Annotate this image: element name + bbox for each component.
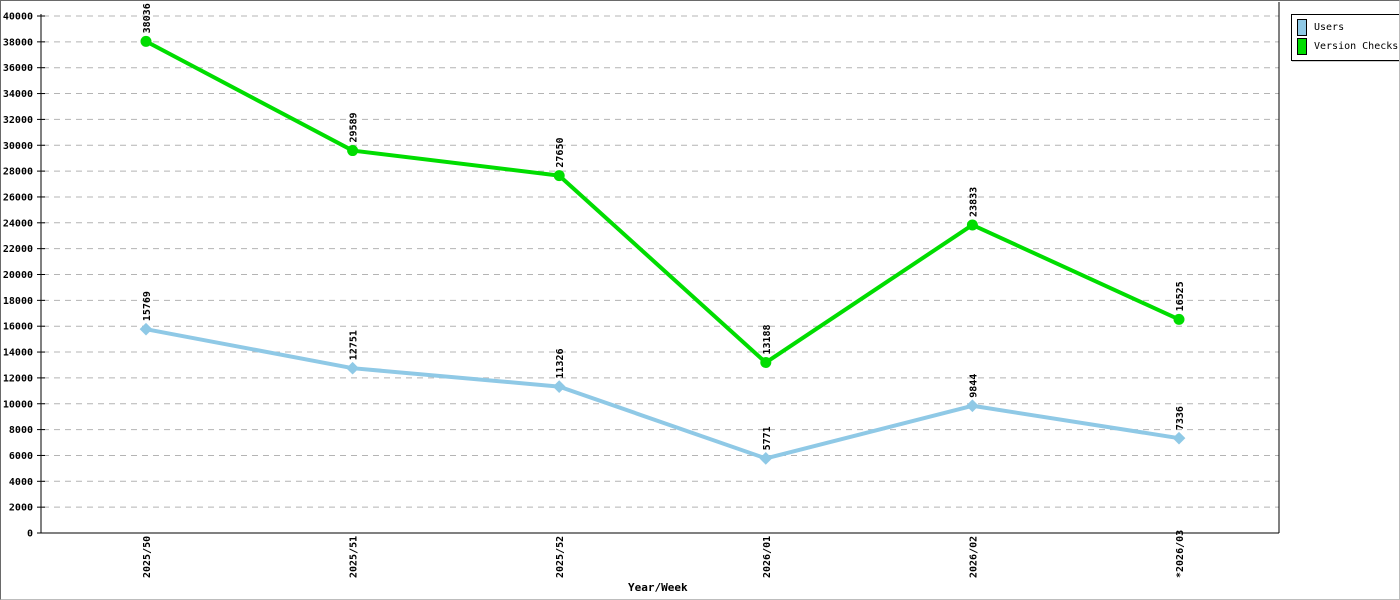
svg-text:13188: 13188	[762, 324, 773, 354]
svg-text:2000: 2000	[9, 503, 33, 514]
legend: Users Version Checks	[1291, 14, 1399, 61]
svg-text:4000: 4000	[9, 477, 33, 488]
svg-text:26000: 26000	[3, 192, 33, 203]
svg-text:40000: 40000	[3, 12, 33, 23]
svg-text:8000: 8000	[9, 425, 33, 436]
version-checks-legend-label: Version Checks	[1314, 41, 1399, 52]
svg-text:0: 0	[27, 529, 33, 540]
svg-text:38036: 38036	[142, 3, 153, 33]
svg-text:10000: 10000	[3, 399, 33, 410]
version-checks-series-swatch	[1297, 38, 1307, 55]
users-series-swatch	[1297, 19, 1307, 36]
svg-text:12000: 12000	[3, 373, 33, 384]
svg-text:11326: 11326	[555, 349, 566, 379]
svg-text:18000: 18000	[3, 296, 33, 307]
svg-text:2026/02: 2026/02	[968, 536, 979, 578]
svg-text:*2026/03: *2026/03	[1175, 530, 1186, 578]
svg-text:16000: 16000	[3, 322, 33, 333]
svg-text:6000: 6000	[9, 451, 33, 462]
svg-text:5771: 5771	[762, 426, 773, 450]
users-legend-label: Users	[1314, 22, 1345, 33]
svg-text:2025/50: 2025/50	[142, 536, 153, 578]
svg-text:27650: 27650	[555, 138, 566, 168]
svg-text:2026/01: 2026/01	[762, 536, 773, 578]
svg-text:30000: 30000	[3, 141, 33, 152]
svg-text:32000: 32000	[3, 115, 33, 126]
legend-item-users: Users	[1297, 19, 1398, 36]
svg-text:15769: 15769	[142, 291, 153, 321]
svg-text:34000: 34000	[3, 89, 33, 100]
svg-text:7336: 7336	[1175, 406, 1186, 430]
svg-text:36000: 36000	[3, 63, 33, 74]
x-axis-title: Year/Week	[628, 581, 688, 594]
svg-text:28000: 28000	[3, 167, 33, 178]
svg-text:16525: 16525	[1175, 281, 1186, 311]
legend-item-version-checks: Version Checks	[1297, 38, 1398, 55]
svg-text:38000: 38000	[3, 37, 33, 48]
svg-text:2025/51: 2025/51	[349, 536, 360, 578]
svg-text:29589: 29589	[349, 112, 360, 142]
svg-text:12751: 12751	[349, 330, 360, 360]
svg-text:14000: 14000	[3, 348, 33, 359]
svg-text:23833: 23833	[968, 187, 979, 217]
svg-text:24000: 24000	[3, 218, 33, 229]
svg-text:22000: 22000	[3, 244, 33, 255]
svg-text:2025/52: 2025/52	[555, 536, 566, 578]
svg-text:20000: 20000	[3, 270, 33, 281]
svg-text:9844: 9844	[968, 374, 979, 398]
